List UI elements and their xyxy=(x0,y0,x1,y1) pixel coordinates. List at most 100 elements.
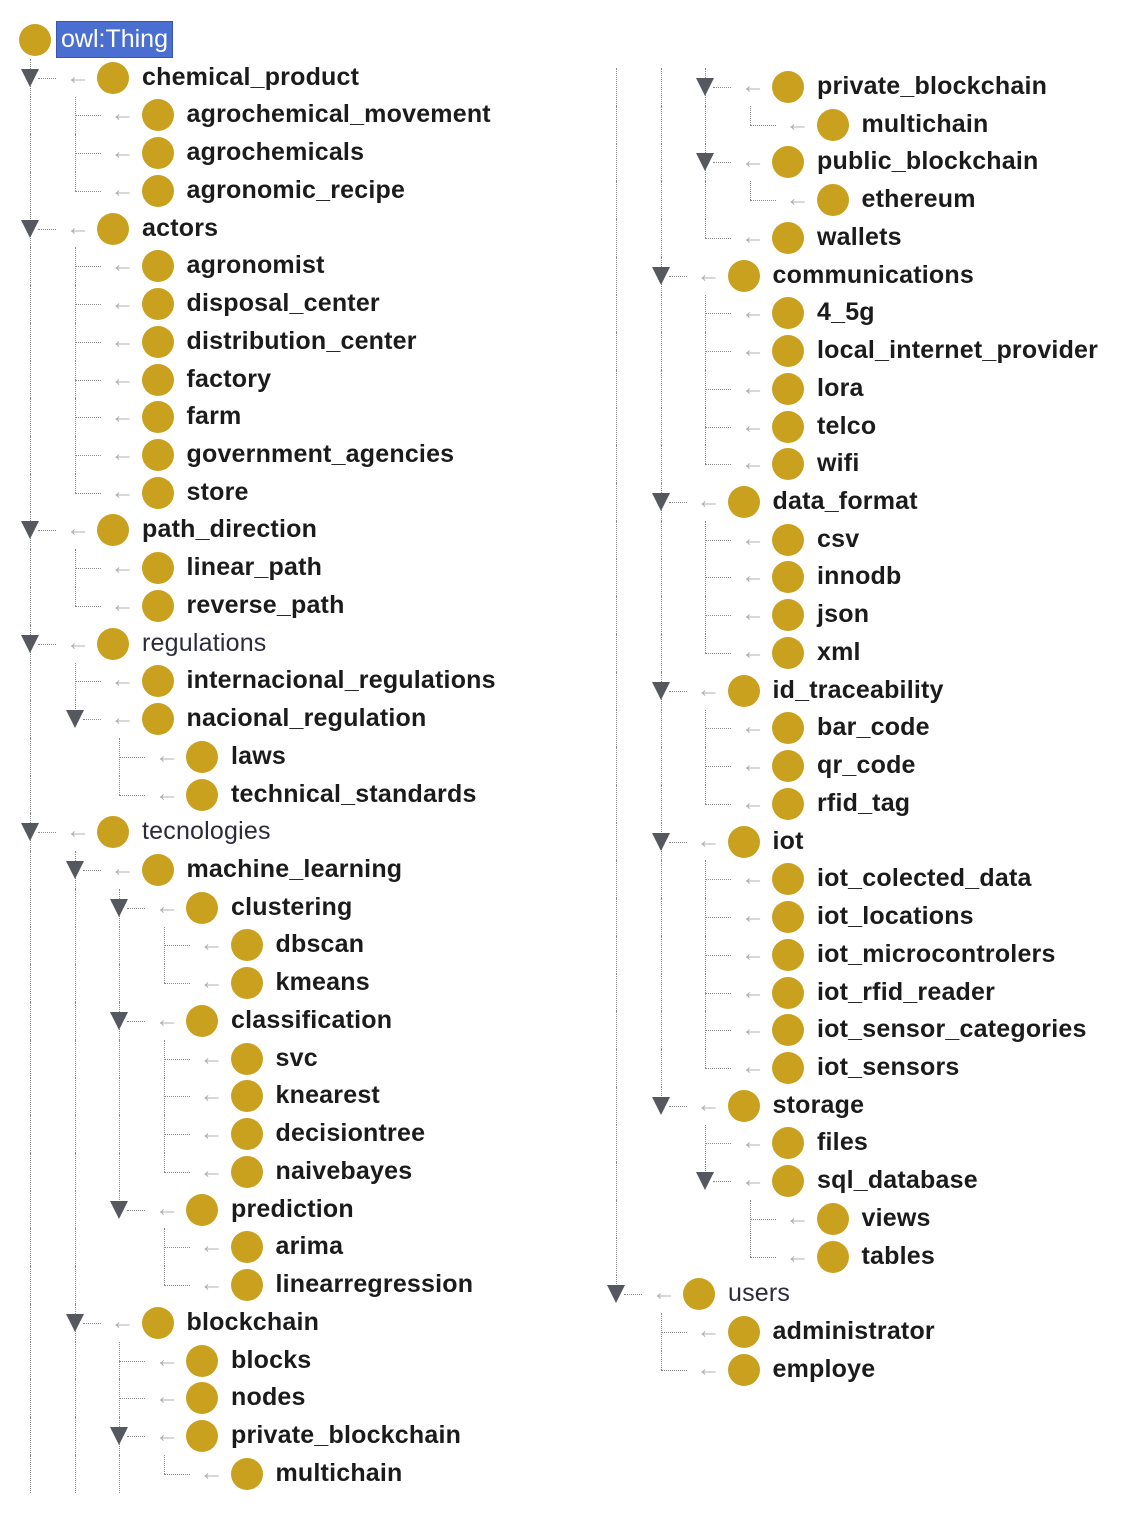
tree-connector xyxy=(668,690,687,692)
tree-node-blocks[interactable]: blocks xyxy=(231,1345,312,1374)
expand-toggle-icon[interactable] xyxy=(21,634,39,653)
tree-node-wallets[interactable]: wallets xyxy=(817,222,902,251)
tree-node-json[interactable]: json xyxy=(817,600,870,629)
expand-toggle-icon[interactable] xyxy=(651,266,670,285)
tree-node-iot-sensors[interactable]: iot_sensors xyxy=(817,1052,960,1081)
tree-node-lora[interactable]: lora xyxy=(817,373,864,402)
tree-node-nodes[interactable]: nodes xyxy=(231,1383,306,1412)
expand-toggle-icon[interactable] xyxy=(651,493,670,512)
tree-node-decisiontree[interactable]: decisiontree xyxy=(275,1119,426,1148)
expand-toggle-icon[interactable] xyxy=(696,78,714,96)
tree-node-csv[interactable]: csv xyxy=(817,524,860,553)
tree-node-factory[interactable]: factory xyxy=(186,364,272,393)
tree-node-id-traceability[interactable]: id_traceability xyxy=(772,675,944,704)
tree-node-internacional-regulations[interactable]: internacional_regulations xyxy=(186,666,496,695)
expand-toggle-icon[interactable] xyxy=(21,823,39,842)
tree-node-agronomist[interactable]: agronomist xyxy=(186,251,325,280)
tree-node-svc[interactable]: svc xyxy=(275,1043,318,1072)
tree-node-files[interactable]: files xyxy=(817,1128,869,1157)
tree-node-technical-standards[interactable]: technical_standards xyxy=(231,779,477,808)
expand-toggle-icon[interactable] xyxy=(110,1011,128,1030)
tree-node-multichain[interactable]: multichain xyxy=(861,109,989,138)
expand-toggle-icon[interactable] xyxy=(607,1285,625,1304)
expand-toggle-icon[interactable] xyxy=(651,1096,670,1115)
tree-node-bar-code[interactable]: bar_code xyxy=(817,713,930,742)
tree-node-agrochemicals[interactable]: agrochemicals xyxy=(186,138,365,167)
tree-node-linearregression[interactable]: linearregression xyxy=(275,1270,474,1299)
tree-node-employe[interactable]: employe xyxy=(772,1354,876,1383)
expand-toggle-icon[interactable] xyxy=(21,68,39,87)
tree-node-farm[interactable]: farm xyxy=(186,402,242,431)
expand-toggle-icon[interactable] xyxy=(110,1426,128,1445)
tree-node-qr-code[interactable]: qr_code xyxy=(817,751,916,780)
tree-node-telco[interactable]: telco xyxy=(817,411,877,440)
tree-node-iot-colected-data[interactable]: iot_colected_data xyxy=(817,864,1032,893)
expand-toggle-icon[interactable] xyxy=(110,1200,128,1219)
expand-toggle-icon[interactable] xyxy=(21,521,39,540)
tree-node-private-blockchain[interactable]: private_blockchain xyxy=(231,1420,462,1449)
tree-node-xml[interactable]: xml xyxy=(817,637,861,666)
tree-node-users[interactable]: users xyxy=(728,1279,791,1308)
expand-toggle-icon[interactable] xyxy=(21,219,39,238)
tree-node-government-agencies[interactable]: government_agencies xyxy=(186,440,455,468)
tree-node-classification[interactable]: classification xyxy=(231,1005,393,1034)
tree-node-regulations[interactable]: regulations xyxy=(142,628,267,657)
class-icon xyxy=(772,71,804,103)
tree-node-local-internet-provider[interactable]: local_internet_provider xyxy=(817,336,1099,365)
tree-node-tecnologies[interactable]: tecnologies xyxy=(142,817,271,846)
tree-node-distribution-center[interactable]: distribution_center xyxy=(186,326,417,355)
tree-node-owl-thing[interactable]: owl:Thing xyxy=(56,21,173,58)
tree-node-storage[interactable]: storage xyxy=(772,1090,865,1119)
tree-node-multichain[interactable]: multichain xyxy=(275,1458,403,1487)
expand-toggle-icon[interactable] xyxy=(651,681,670,700)
tree-node-iot[interactable]: iot xyxy=(772,826,804,855)
expand-toggle-icon[interactable] xyxy=(65,861,84,880)
expand-toggle-icon[interactable] xyxy=(696,1172,714,1191)
tree-node-reverse-path[interactable]: reverse_path xyxy=(186,590,345,619)
expand-toggle-icon[interactable] xyxy=(65,1313,84,1332)
tree-node-actors[interactable]: actors xyxy=(142,213,219,242)
tree-node-store[interactable]: store xyxy=(186,477,249,506)
tree-node-public-blockchain[interactable]: public_blockchain xyxy=(817,147,1039,176)
tree-node-administrator[interactable]: administrator xyxy=(772,1317,935,1346)
tree-node-arima[interactable]: arima xyxy=(275,1232,344,1261)
expand-toggle-icon[interactable] xyxy=(65,710,84,729)
tree-node-4-5g[interactable]: 4_5g xyxy=(817,298,875,327)
tree-node-chemical-product[interactable]: chemical_product xyxy=(142,62,360,91)
tree-node-views[interactable]: views xyxy=(861,1203,931,1232)
tree-node-wifi[interactable]: wifi xyxy=(817,449,860,478)
tree-node-blockchain[interactable]: blockchain xyxy=(186,1307,320,1336)
tree-node-clustering[interactable]: clustering xyxy=(231,892,353,921)
tree-node-iot-locations[interactable]: iot_locations xyxy=(817,902,974,931)
tree-node-laws[interactable]: laws xyxy=(231,741,286,770)
tree-node-naivebayes[interactable]: naivebayes xyxy=(275,1156,413,1185)
tree-node-machine-learning[interactable]: machine_learning xyxy=(186,855,403,884)
tree-node-knearest[interactable]: knearest xyxy=(275,1081,380,1110)
tree-node-ethereum[interactable]: ethereum xyxy=(861,185,976,214)
tree-node-iot-rfid-reader[interactable]: iot_rfid_reader xyxy=(817,977,996,1006)
tree-node-prediction[interactable]: prediction xyxy=(231,1194,354,1223)
tree-node-tables[interactable]: tables xyxy=(861,1241,935,1270)
expand-toggle-icon[interactable] xyxy=(110,898,128,917)
expand-toggle-icon[interactable] xyxy=(651,832,670,851)
class-icon xyxy=(772,976,804,1009)
tree-node-iot-sensor-categories[interactable]: iot_sensor_categories xyxy=(817,1015,1087,1044)
tree-node-rfid-tag[interactable]: rfid_tag xyxy=(817,788,911,817)
tree-node-data-format[interactable]: data_format xyxy=(772,487,918,516)
tree-node-innodb[interactable]: innodb xyxy=(817,562,902,591)
tree-node-nacional-regulation[interactable]: nacional_regulation xyxy=(186,704,427,733)
tree-node-agronomic-recipe[interactable]: agronomic_recipe xyxy=(186,175,406,204)
tree-guide-line xyxy=(616,1086,617,1125)
expand-toggle-icon[interactable] xyxy=(696,153,714,172)
tree-node-path-direction[interactable]: path_direction xyxy=(142,515,318,544)
tree-node-disposal-center[interactable]: disposal_center xyxy=(186,289,380,318)
tree-node-private-blockchain[interactable]: private_blockchain xyxy=(817,72,1048,100)
tree-node-kmeans[interactable]: kmeans xyxy=(275,968,370,997)
tree-node-linear-path[interactable]: linear_path xyxy=(186,553,323,582)
tree-node-dbscan[interactable]: dbscan xyxy=(275,930,365,959)
tree-node-communications[interactable]: communications xyxy=(772,260,974,289)
tree-node-iot-microcontrolers[interactable]: iot_microcontrolers xyxy=(817,939,1056,968)
tree-guide-line xyxy=(163,964,165,984)
tree-node-agrochemical-movement[interactable]: agrochemical_movement xyxy=(186,100,491,129)
tree-node-sql-database[interactable]: sql_database xyxy=(817,1166,978,1195)
